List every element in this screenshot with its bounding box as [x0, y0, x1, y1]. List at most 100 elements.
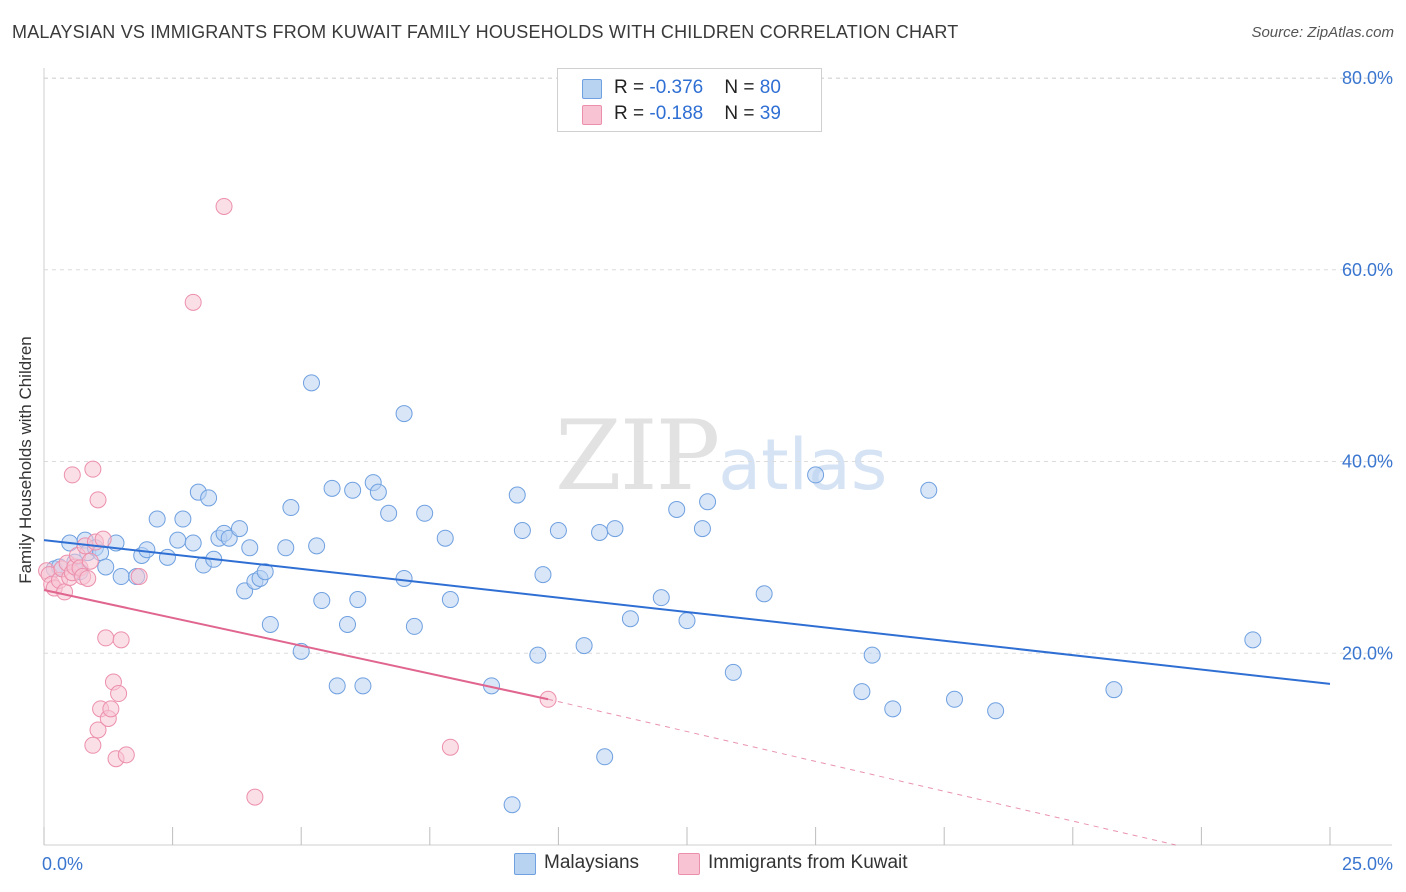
kuwait-point	[89, 491, 107, 509]
malaysian-point	[230, 520, 248, 538]
legend-n-value: 39	[759, 103, 781, 124]
malaysian-point	[416, 504, 434, 522]
watermark-zip: ZIP	[555, 400, 720, 512]
malaysian-point	[508, 486, 526, 504]
malaysian-point	[308, 537, 326, 555]
kuwait-point	[89, 721, 107, 739]
kuwait-point	[130, 568, 148, 586]
malaysian-point	[354, 677, 372, 695]
kuwait-point	[184, 293, 202, 311]
malaysian-point	[349, 591, 367, 609]
malaysian-point	[369, 483, 387, 501]
malaysian-point	[380, 504, 398, 522]
chart-title: MALAYSIAN VS IMMIGRANTS FROM KUWAIT FAMI…	[12, 22, 959, 42]
malaysian-point	[606, 520, 624, 538]
bottom-legend-swatch-kuwait	[678, 853, 700, 875]
malaysian-point	[169, 531, 187, 549]
kuwait-trend-line	[43, 588, 549, 701]
legend-n-label: N =	[724, 103, 760, 124]
malaysian-point	[158, 548, 176, 566]
kuwait-point	[84, 460, 102, 478]
malaysian-point	[621, 610, 639, 628]
malaysian-point	[513, 522, 531, 540]
kuwait-point	[112, 631, 130, 649]
bottom-legend-swatch-malaysians	[514, 853, 536, 875]
malaysian-point	[184, 534, 202, 552]
malaysian-point	[148, 510, 166, 528]
kuwait-point	[102, 700, 120, 718]
correlation-legend: R = -0.376 N = 80 R = -0.188 N = 39	[557, 68, 822, 132]
malaysian-point	[261, 615, 279, 633]
bottom-legend-label: Immigrants from Kuwait	[708, 852, 908, 873]
malaysian-point	[534, 566, 552, 584]
kuwait-point	[110, 685, 128, 703]
kuwait-point	[79, 569, 97, 587]
x-tick-label: 25.0%	[1342, 854, 1393, 874]
kuwait-point	[84, 736, 102, 754]
malaysian-point	[338, 615, 356, 633]
malaysian-point	[200, 489, 218, 507]
kuwait-point	[81, 552, 99, 570]
y-axis-label: Family Households with Children	[16, 336, 35, 584]
kuwait-point	[94, 530, 112, 548]
malaysian-point	[678, 612, 696, 630]
legend-swatch-kuwait	[582, 105, 602, 125]
malaysian-point	[668, 500, 686, 518]
malaysian-point	[853, 683, 871, 701]
malaysian-point	[863, 646, 881, 664]
malaysian-point	[323, 479, 341, 497]
legend-n-value: 80	[759, 77, 781, 98]
malaysian-point	[920, 481, 938, 499]
malaysian-point	[395, 569, 413, 587]
malaysian-point	[1105, 681, 1123, 699]
malaysian-point	[884, 700, 902, 718]
malaysian-point	[241, 539, 259, 557]
y-axis-label-wrap: Family Households with Children	[14, 300, 38, 620]
kuwait-point	[56, 583, 74, 601]
kuwait-point	[63, 466, 81, 484]
source-label: Source: ZipAtlas.com	[1251, 24, 1394, 41]
malaysian-point	[755, 585, 773, 603]
malaysian-point	[529, 646, 547, 664]
malaysian-point	[174, 510, 192, 528]
kuwait-point	[97, 629, 115, 647]
malaysian-point	[405, 617, 423, 635]
malaysian-point	[987, 702, 1005, 720]
malaysian-point	[503, 796, 521, 814]
malaysian-point	[575, 637, 593, 655]
watermark: ZIPatlas	[555, 400, 887, 512]
y-tick-label: 40.0%	[1342, 452, 1393, 472]
malaysian-point	[591, 523, 609, 541]
kuwait-point	[117, 746, 135, 764]
kuwait-trend-extension	[547, 698, 1176, 846]
malaysian-point	[693, 520, 711, 538]
malaysian-point	[436, 529, 454, 547]
legend-r-value: -0.376	[649, 77, 704, 98]
kuwait-point	[215, 197, 233, 215]
malaysian-point	[945, 690, 963, 708]
malaysian-trend-line	[43, 539, 1331, 685]
malaysian-point	[256, 563, 274, 581]
malaysian-point	[138, 541, 156, 559]
legend-r-label: R =	[614, 103, 650, 124]
y-tick-label: 20.0%	[1342, 643, 1393, 663]
malaysian-point	[807, 466, 825, 484]
y-tick-label: 60.0%	[1342, 260, 1393, 280]
y-tick-label: 80.0%	[1342, 68, 1393, 88]
bottom-legend-label: Malaysians	[544, 852, 640, 873]
kuwait-point	[246, 788, 264, 806]
malaysian-point	[313, 592, 331, 610]
watermark-atlas: atlas	[718, 424, 888, 506]
malaysian-point	[596, 748, 614, 766]
kuwait-point	[441, 738, 459, 756]
x-tick-label: 0.0%	[42, 854, 83, 874]
malaysian-point	[112, 568, 130, 586]
malaysian-point	[302, 374, 320, 392]
malaysian-point	[549, 522, 567, 540]
legend-r-value: -0.188	[649, 103, 704, 124]
malaysian-point	[277, 539, 295, 557]
malaysian-point	[97, 558, 115, 576]
legend-r-label: R =	[614, 77, 650, 98]
malaysian-point	[282, 499, 300, 517]
